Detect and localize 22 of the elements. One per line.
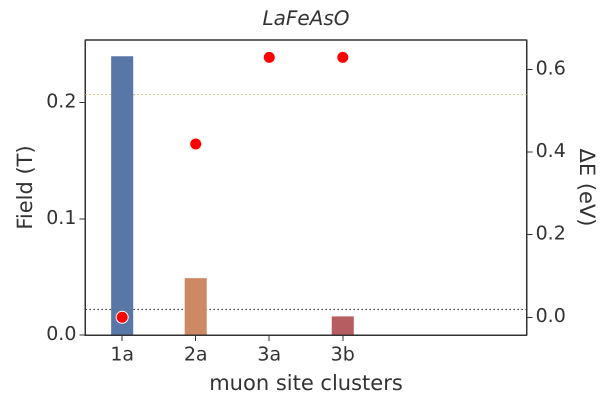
x-axis-title: muon site clusters (209, 370, 403, 395)
x-tick-label: 1a (110, 343, 134, 366)
y2-tick-label: 0.4 (536, 140, 566, 162)
x-tick-label: 3a (257, 343, 282, 366)
point (336, 50, 350, 64)
point (189, 137, 202, 150)
chart-title: LaFeAsO (262, 6, 350, 30)
point (116, 310, 129, 324)
bar (111, 56, 134, 334)
x-tick-label: 2a (184, 343, 208, 366)
bar (332, 316, 354, 334)
y2-tick-label: 0.6 (536, 58, 566, 80)
y2-tick-label: 0.2 (536, 222, 566, 245)
y-tick-label: 0.0 (46, 322, 76, 345)
point (262, 50, 276, 64)
y-tick-label: 0.2 (46, 90, 76, 113)
bar (184, 278, 207, 334)
y-tick-label: 0.1 (46, 206, 76, 229)
y2-axis-title: ΔE (eV) (574, 148, 599, 226)
y2-tick-label: 0.0 (536, 305, 566, 328)
y-axis-title: Field (T) (13, 145, 38, 230)
x-tick-label: 3b (330, 343, 355, 366)
